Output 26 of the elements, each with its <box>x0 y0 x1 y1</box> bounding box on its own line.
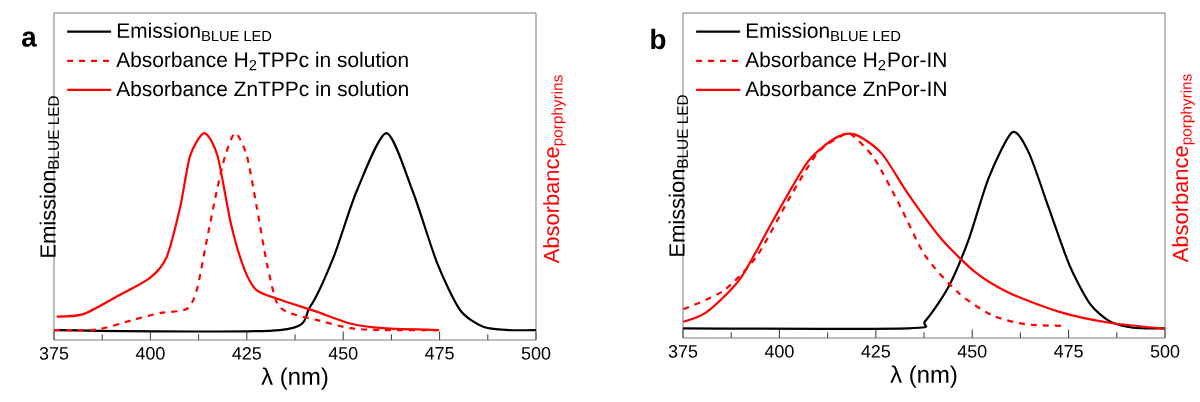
x-tick-label: 425 <box>232 347 261 360</box>
x-tick-label: 500 <box>521 347 551 360</box>
legend-label: Absorbance ZnPor-IN <box>745 80 946 97</box>
text: b <box>651 28 666 50</box>
x-tick-label: 450 <box>957 345 987 358</box>
x-tick-label: 450 <box>328 347 358 360</box>
y2-axis-title: $\textrm{Absorbance}_{\textrm{porphyrins}}$ <box>543 75 566 264</box>
x-tick-label: 375 <box>668 345 698 358</box>
x-tick-label: 375 <box>39 347 69 360</box>
x-tick-label: 425 <box>861 345 891 358</box>
x-tick-label: 400 <box>764 345 794 358</box>
x-tick-label: 500 <box>1150 345 1180 358</box>
legend-label: Absorbance H$_{2}$Por-IN <box>745 51 946 71</box>
x-axis-title: λ (nm) <box>261 367 328 390</box>
text: a <box>21 31 37 47</box>
legend-label: $\textrm{Emission}_{\textrm{BLUE LED}}$ <box>746 22 901 42</box>
x-tick-label: 475 <box>425 347 454 360</box>
y-axis-title: $\textrm{Emission}_{\textrm{BLUE LED}}$ <box>39 96 59 257</box>
legend-label: Absorbance H$_{2}$TPPc in solution <box>116 51 408 71</box>
x-tick-label: 400 <box>135 347 165 360</box>
legend-label: Absorbance ZnTPPc in solution <box>116 80 408 97</box>
x-tick-label: 475 <box>1054 345 1083 358</box>
legend-label: $\textrm{Emission}_{\textrm{BLUE LED}}$ <box>117 22 272 42</box>
y-axis-title: $\textrm{Emission}_{\textrm{BLUE LED}}$ <box>668 95 688 256</box>
y2-axis-title: $\textrm{Absorbance}_{\textrm{porphyrins}}$ <box>1172 74 1195 263</box>
x-axis-title: λ (nm) <box>890 365 957 388</box>
